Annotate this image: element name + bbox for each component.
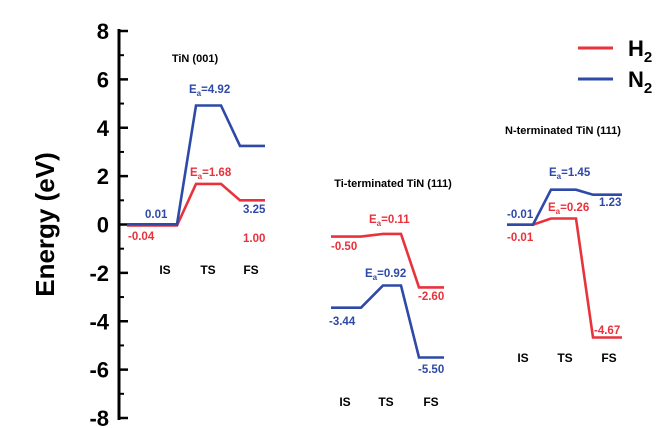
y-tick-label: -4 [89,309,109,334]
state-label-ts: TS [557,351,572,365]
legend-label-h2: H2 [628,36,652,66]
energy-value-label: 3.25 [243,204,266,216]
energy-path-h2 [331,232,444,289]
energy-value-label: -5.50 [418,364,444,376]
energy-value-label: -4.67 [594,325,620,337]
activation-energy-label: Ea=4.92 [189,84,230,98]
panel-title: Ti-terminated TiN (111) [334,178,452,190]
y-axis-label: Energy (eV) [30,152,60,297]
y-tick-label: 6 [97,67,109,92]
y-tick-label: 0 [97,213,109,238]
y-tick-label: -2 [89,261,109,286]
y-tick-label: -8 [89,406,109,428]
y-tick-label: 8 [97,19,109,44]
energy-value-label: -0.01 [507,209,534,221]
state-label-fs: FS [601,351,616,365]
energy-value-label: -3.44 [329,316,356,328]
activation-energy-label: Ea=1.68 [190,167,232,181]
activation-energy-label: Ea=0.11 [369,214,410,228]
activation-energy-label: Ea=0.92 [365,268,406,282]
y-tick-label: -6 [89,358,109,383]
panel-3: N-terminated TiN (111) IS TS FS -0.01 -4.67 Ea… [505,125,622,365]
state-label-ts: TS [200,263,215,277]
energy-value-label: -2.60 [418,291,444,303]
state-label-fs: FS [423,395,438,409]
state-label-ts: TS [378,395,393,409]
energy-value-label: 1.00 [243,233,265,245]
panel-title: TiN (001) [172,53,219,65]
activation-energy-label: Ea=0.26 [548,202,589,216]
energy-value-label: -0.04 [128,231,155,243]
state-label-is: IS [159,263,170,277]
y-tick-label: 2 [97,164,109,189]
state-label-fs: FS [243,263,258,277]
energy-value-label: -0.50 [331,241,357,253]
y-tick-label: 4 [97,116,110,141]
energy-path-n2 [507,188,622,226]
state-label-is: IS [339,395,350,409]
energy-path-n2 [127,104,265,226]
panel-1: TiN (001) IS TS FS -0.04 1.00 Ea=1.68 0.01 3.25 E… [127,53,266,277]
state-label-is: IS [517,351,528,365]
energy-value-label: -0.01 [507,232,534,244]
energy-path-n2 [331,284,444,359]
panel-2: Ti-terminated TiN (111) IS TS FS -0.50 -2.60 E… [329,178,452,409]
energy-value-label: 1.23 [599,197,621,209]
legend-label-n2: N2 [628,67,652,97]
energy-value-label: 0.01 [145,209,168,221]
panel-title: N-terminated TiN (111) [505,125,621,137]
activation-energy-label: Ea=1.45 [549,167,591,181]
